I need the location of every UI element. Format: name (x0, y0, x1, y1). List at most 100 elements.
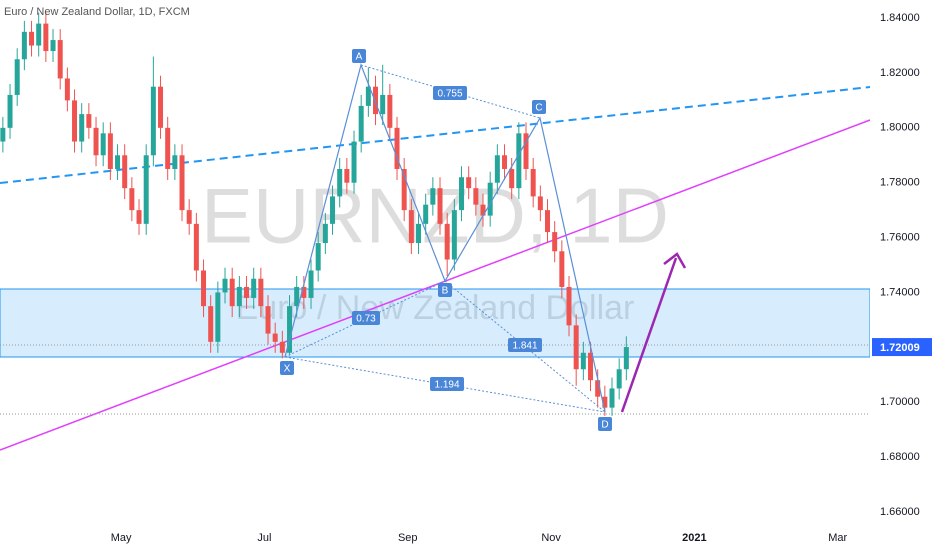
candle-body (552, 232, 558, 252)
candle-body (301, 286, 307, 298)
x-tick-label: Nov (541, 532, 561, 544)
x-tick-label: May (111, 532, 132, 544)
candle-body (215, 292, 221, 342)
candle-body (408, 210, 414, 244)
candle-body (509, 168, 515, 189)
point-badge (352, 49, 366, 63)
point-label: X (284, 364, 291, 375)
trend-line (0, 119, 871, 451)
candle-body (36, 23, 42, 46)
candle-body (344, 168, 350, 183)
candle-body (487, 182, 493, 216)
y-tick-label: 1.78000 (880, 177, 920, 189)
ratio-badge (352, 311, 380, 325)
arrow-line (620, 257, 678, 413)
candle-body (430, 188, 436, 205)
point-label: D (601, 420, 608, 431)
y-tick-label: 1.76000 (880, 231, 920, 243)
watermark-symbol: EURNZD, 1D (201, 172, 669, 260)
candle-body (193, 223, 199, 271)
candle-body (122, 155, 128, 189)
candle-body (72, 100, 78, 142)
candle-body (272, 333, 278, 342)
candle-body (115, 155, 121, 169)
candle-body (251, 278, 257, 298)
candle-body (143, 155, 149, 224)
candle-body (502, 155, 508, 169)
candle-body (466, 177, 472, 189)
candle-body (29, 31, 35, 46)
candle-body (294, 286, 300, 307)
x-tick-label: Sep (398, 532, 418, 544)
candle-body (21, 31, 27, 60)
candle-body (222, 278, 228, 293)
candle-body (566, 286, 572, 326)
candle-body (416, 223, 422, 244)
candle-body (179, 155, 185, 211)
ratio-badge (430, 377, 464, 391)
y-tick-label: 1.68000 (880, 451, 920, 463)
candle-body (401, 168, 407, 211)
x-tick-label: Jul (257, 532, 271, 544)
candle-body (244, 286, 250, 298)
pattern-labels: X A B C D 0.755 0.73 1.841 1.194 (280, 49, 612, 431)
candle-body (50, 40, 56, 52)
candle-body (595, 380, 601, 397)
ratio-label: 0.755 (437, 89, 462, 100)
y-tick-label: 1.70000 (880, 396, 920, 408)
arrow-head (663, 252, 687, 269)
time-axis (0, 528, 932, 550)
candle-body (373, 86, 379, 115)
point-label: A (356, 52, 363, 63)
point-badge (532, 100, 546, 114)
y-tick-label: 1.84000 (880, 12, 920, 24)
candle-body (158, 86, 164, 128)
point-badge (280, 361, 294, 375)
candle-body (287, 306, 293, 353)
candle-body (107, 133, 113, 169)
candle-body (358, 105, 364, 142)
candle-body (588, 352, 594, 381)
candle-body (265, 306, 271, 334)
candle-body (7, 94, 13, 128)
candle-body (444, 223, 450, 260)
ratio-badge (508, 338, 542, 352)
candle-body (480, 204, 486, 216)
ratio-badge (433, 86, 467, 100)
pattern-dotted (444, 280, 606, 413)
candle-body (279, 341, 285, 353)
candle-body (437, 188, 443, 224)
candle-body (623, 347, 629, 370)
candle-body (459, 177, 465, 211)
candle-body (516, 133, 522, 189)
ratio-label: 1.841 (512, 341, 537, 352)
candle-body (530, 168, 536, 197)
last-price-badge (872, 338, 932, 357)
candle-body (330, 196, 336, 224)
last-price: 1.72009 (880, 342, 920, 354)
point-label: B (442, 286, 449, 297)
ratio-label: 1.194 (434, 380, 459, 391)
candle-body (93, 127, 99, 156)
candle-body (165, 127, 171, 169)
candle-body (57, 40, 63, 79)
x-tick-label: 2021 (682, 532, 706, 544)
candle-body (208, 306, 214, 342)
candle-body (559, 251, 565, 287)
candle-body (136, 210, 142, 224)
candle-body (0, 127, 6, 142)
trend-line (0, 86, 871, 184)
candle-body (201, 270, 207, 307)
y-tick-label: 1.66000 (880, 506, 920, 518)
candle-body (545, 210, 551, 233)
candle-body (86, 114, 92, 128)
candle-body (79, 114, 85, 142)
candle-body (523, 133, 529, 169)
candle-body (43, 23, 49, 52)
point-label: C (535, 103, 542, 114)
candle-body (573, 325, 579, 370)
candle-body (100, 133, 106, 156)
candle-body (423, 204, 429, 224)
candle-body (380, 94, 386, 115)
